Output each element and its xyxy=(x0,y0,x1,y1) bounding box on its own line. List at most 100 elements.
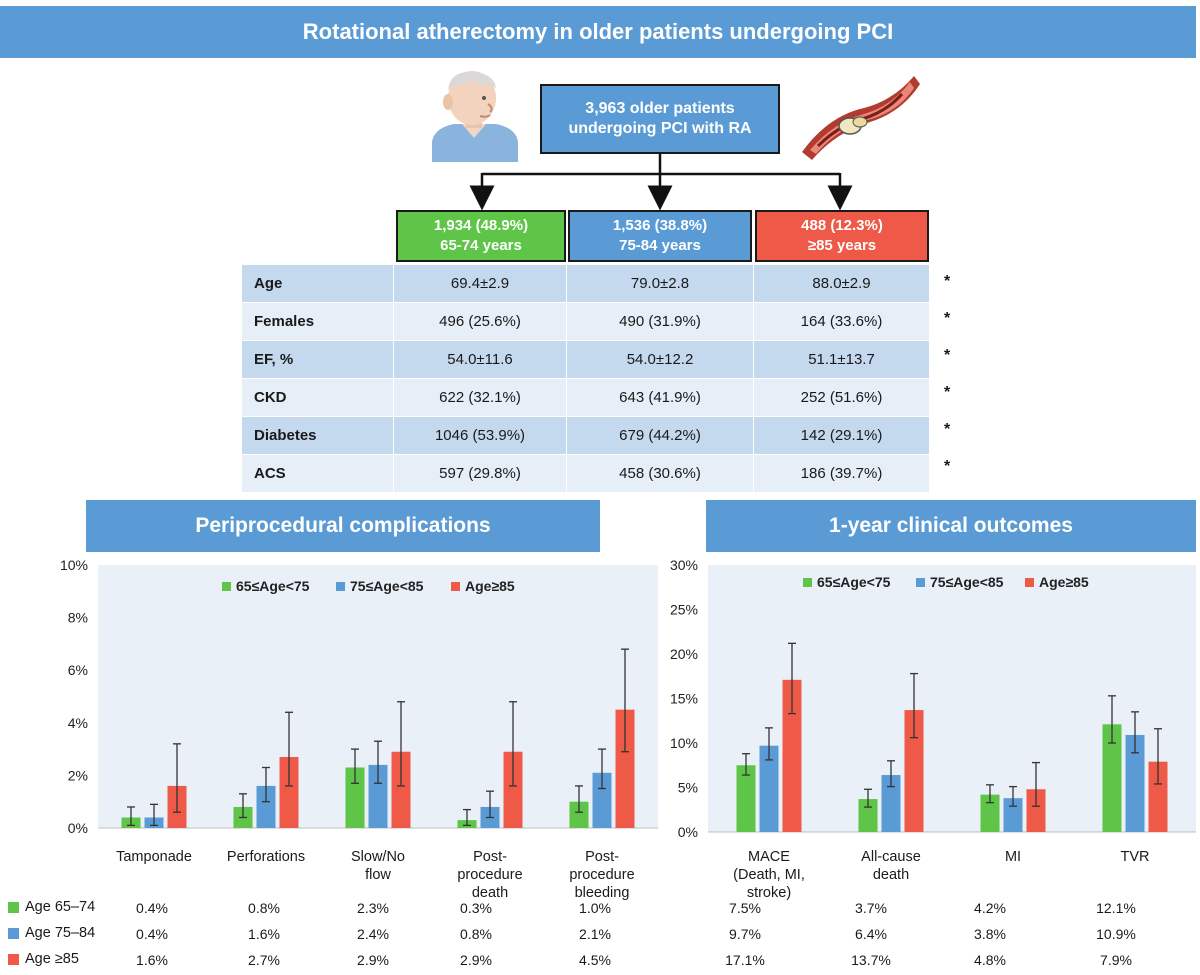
x-category-label: TVR xyxy=(1120,849,1150,865)
series-name: Age 75–84 xyxy=(25,925,96,941)
table-row: Females 496 (25.6%) 490 (31.9%) 164 (33.… xyxy=(241,302,930,341)
legend-swatch xyxy=(451,582,460,591)
bar xyxy=(391,751,411,828)
legend-entry: Age≥85 xyxy=(1039,574,1089,590)
data-label: 7.5% xyxy=(729,900,761,916)
y-tick-label: 0% xyxy=(678,824,698,840)
group-count: 1,934 (48.9%) xyxy=(433,217,529,234)
legend-swatch xyxy=(222,582,231,591)
row-label: EF, % xyxy=(241,340,394,379)
series-swatch xyxy=(8,901,19,913)
significance-mark: * xyxy=(944,347,951,364)
outcomes-banner: 1-year clinical outcomes xyxy=(706,500,1196,552)
table-cell: 186 (39.7%) xyxy=(753,454,930,493)
table-row: Age 69.4±2.9 79.0±2.8 88.0±2.9 xyxy=(241,264,930,303)
group-label: 65-74 years xyxy=(440,237,522,254)
significance-mark: * xyxy=(944,273,951,290)
data-label: 2.3% xyxy=(357,900,389,916)
plot-area xyxy=(708,565,1196,832)
y-tick-label: 30% xyxy=(670,557,698,573)
row-label: Diabetes xyxy=(241,416,394,455)
x-category-label: Slow/No flow xyxy=(351,849,405,883)
data-label: 4.8% xyxy=(974,952,1006,968)
bar xyxy=(980,794,1000,832)
table-cell: 51.1±13.7 xyxy=(753,340,930,379)
table-cell: 643 (41.9%) xyxy=(566,378,754,417)
group-count: 488 (12.3%) xyxy=(801,217,883,234)
x-category-label: Perforations xyxy=(226,849,306,865)
row-label: Females xyxy=(241,302,394,341)
x-category-label: MI xyxy=(1004,849,1022,865)
y-tick-label: 0% xyxy=(68,820,88,836)
bar xyxy=(345,767,365,828)
table-cell: 1046 (53.9%) xyxy=(393,416,567,455)
table-row: EF, % 54.0±11.6 54.0±12.2 51.1±13.7 xyxy=(241,340,930,379)
data-label: 0.4% xyxy=(136,900,168,916)
table-cell: 54.0±11.6 xyxy=(393,340,567,379)
row-label: Age xyxy=(241,264,394,303)
bar xyxy=(256,785,276,828)
table-cell: 597 (29.8%) xyxy=(393,454,567,493)
bar xyxy=(615,709,635,828)
legend-swatch xyxy=(803,578,812,587)
data-label: 4.2% xyxy=(974,900,1006,916)
table-cell: 622 (32.1%) xyxy=(393,378,567,417)
series-swatch xyxy=(8,953,19,965)
table-cell: 142 (29.1%) xyxy=(753,416,930,455)
y-tick-label: 4% xyxy=(68,715,88,731)
data-label: 0.3% xyxy=(460,900,492,916)
group-label: 75-84 years xyxy=(619,237,701,254)
series-name: Age ≥85 xyxy=(25,951,79,967)
data-label: 3.8% xyxy=(974,926,1006,942)
row-label: CKD xyxy=(241,378,394,417)
data-label: 0.4% xyxy=(136,926,168,942)
artery-burr-icon xyxy=(802,76,920,160)
significance-mark: * xyxy=(944,421,951,438)
x-category-label: Post-procedure bleeding xyxy=(569,849,635,901)
bar xyxy=(858,799,878,832)
data-label: 7.9% xyxy=(1100,952,1132,968)
y-tick-label: 10% xyxy=(670,735,698,751)
clinical-outcomes-chart: 0% 5% 10% 15% 20% 25% 30% 65≤Age<75 75≤Age<85 Age… xyxy=(670,557,1196,840)
data-label: 13.7% xyxy=(851,952,891,968)
legend-entry: 65≤Age<75 xyxy=(817,574,891,590)
table-row: ACS 597 (29.8%) 458 (30.6%) 186 (39.7%) xyxy=(241,454,930,493)
group-box-65-74: 1,934 (48.9%) 65-74 years xyxy=(396,210,566,262)
table-cell: 79.0±2.8 xyxy=(566,264,754,303)
table-cell: 490 (31.9%) xyxy=(566,302,754,341)
series-swatch xyxy=(8,927,19,939)
total-line-1: 3,963 older patients xyxy=(585,100,735,117)
main-title: Rotational atherectomy in older patients… xyxy=(302,19,894,44)
data-label: 0.8% xyxy=(460,926,492,942)
significance-mark: * xyxy=(944,310,951,327)
data-label: 12.1% xyxy=(1096,900,1136,916)
flow-connectors xyxy=(469,154,853,211)
table-cell: 679 (44.2%) xyxy=(566,416,754,455)
bar xyxy=(592,772,612,828)
x-category-label: All-cause death xyxy=(861,849,921,883)
data-label: 2.4% xyxy=(357,926,389,942)
chart-title: Periprocedural complications xyxy=(195,514,491,537)
chart-title: 1-year clinical outcomes xyxy=(829,514,1073,537)
data-label: 2.1% xyxy=(579,926,611,942)
bar xyxy=(1003,798,1023,832)
bar xyxy=(279,756,299,828)
bar xyxy=(881,775,901,832)
series-row-label: Age ≥85 xyxy=(8,951,79,967)
data-label: 3.7% xyxy=(855,900,887,916)
y-tick-label: 6% xyxy=(68,662,88,678)
y-tick-label: 2% xyxy=(68,767,88,783)
total-line-2: undergoing PCI with RA xyxy=(568,120,752,137)
bar xyxy=(759,745,779,832)
table-cell: 496 (25.6%) xyxy=(393,302,567,341)
series-row-label: Age 65–74 xyxy=(8,899,95,915)
legend-entry: 75≤Age<85 xyxy=(350,578,424,594)
main-title-banner: Rotational atherectomy in older patients… xyxy=(0,6,1196,58)
data-label: 2.9% xyxy=(357,952,389,968)
significance-mark: * xyxy=(944,458,951,475)
table-cell: 54.0±12.2 xyxy=(566,340,754,379)
table-row: Diabetes 1046 (53.9%) 679 (44.2%) 142 (2… xyxy=(241,416,930,455)
bar xyxy=(736,765,756,832)
baseline-characteristics-table: Age 69.4±2.9 79.0±2.8 88.0±2.9 Females 4… xyxy=(241,264,930,493)
data-label: 4.5% xyxy=(579,952,611,968)
